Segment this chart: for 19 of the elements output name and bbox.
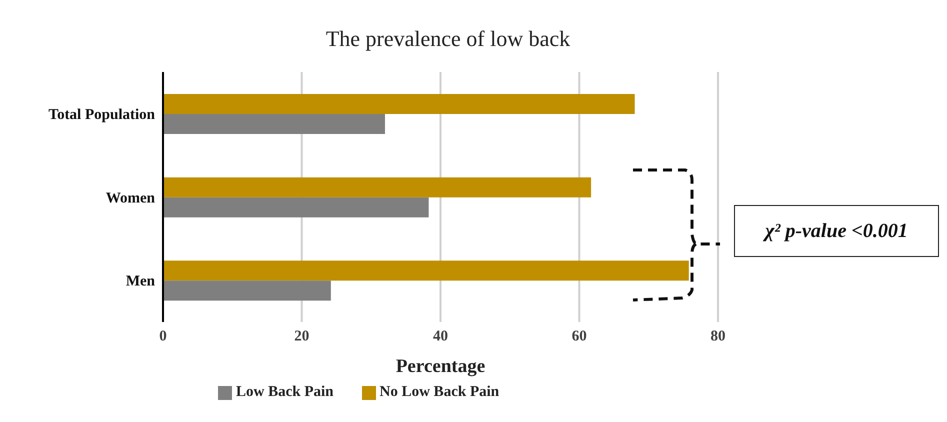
- bar: [163, 114, 385, 134]
- y-tick-label: Total Population: [48, 106, 156, 123]
- bar: [163, 94, 635, 114]
- x-tick-label: 60: [572, 328, 587, 345]
- text: χ² p-value <0.001: [734, 205, 939, 257]
- y-tick-label: Women: [106, 190, 156, 206]
- bar: [163, 197, 429, 218]
- bar: [163, 280, 331, 301]
- y-tick-label: Men: [126, 274, 156, 290]
- x-axis-title: Percentage: [396, 356, 486, 377]
- x-tick-label: 40: [433, 328, 448, 345]
- x-tick-label: 80: [710, 328, 726, 345]
- bar: [163, 177, 592, 198]
- legend-label: No Low Back Pain: [380, 384, 500, 400]
- x-tick-label: 0: [159, 328, 167, 345]
- x-tick-label: 20: [294, 328, 310, 345]
- legend-label: Low Back Pain: [236, 384, 334, 400]
- chart-title: The prevalence of low back: [324, 26, 572, 52]
- bar: [163, 260, 689, 281]
